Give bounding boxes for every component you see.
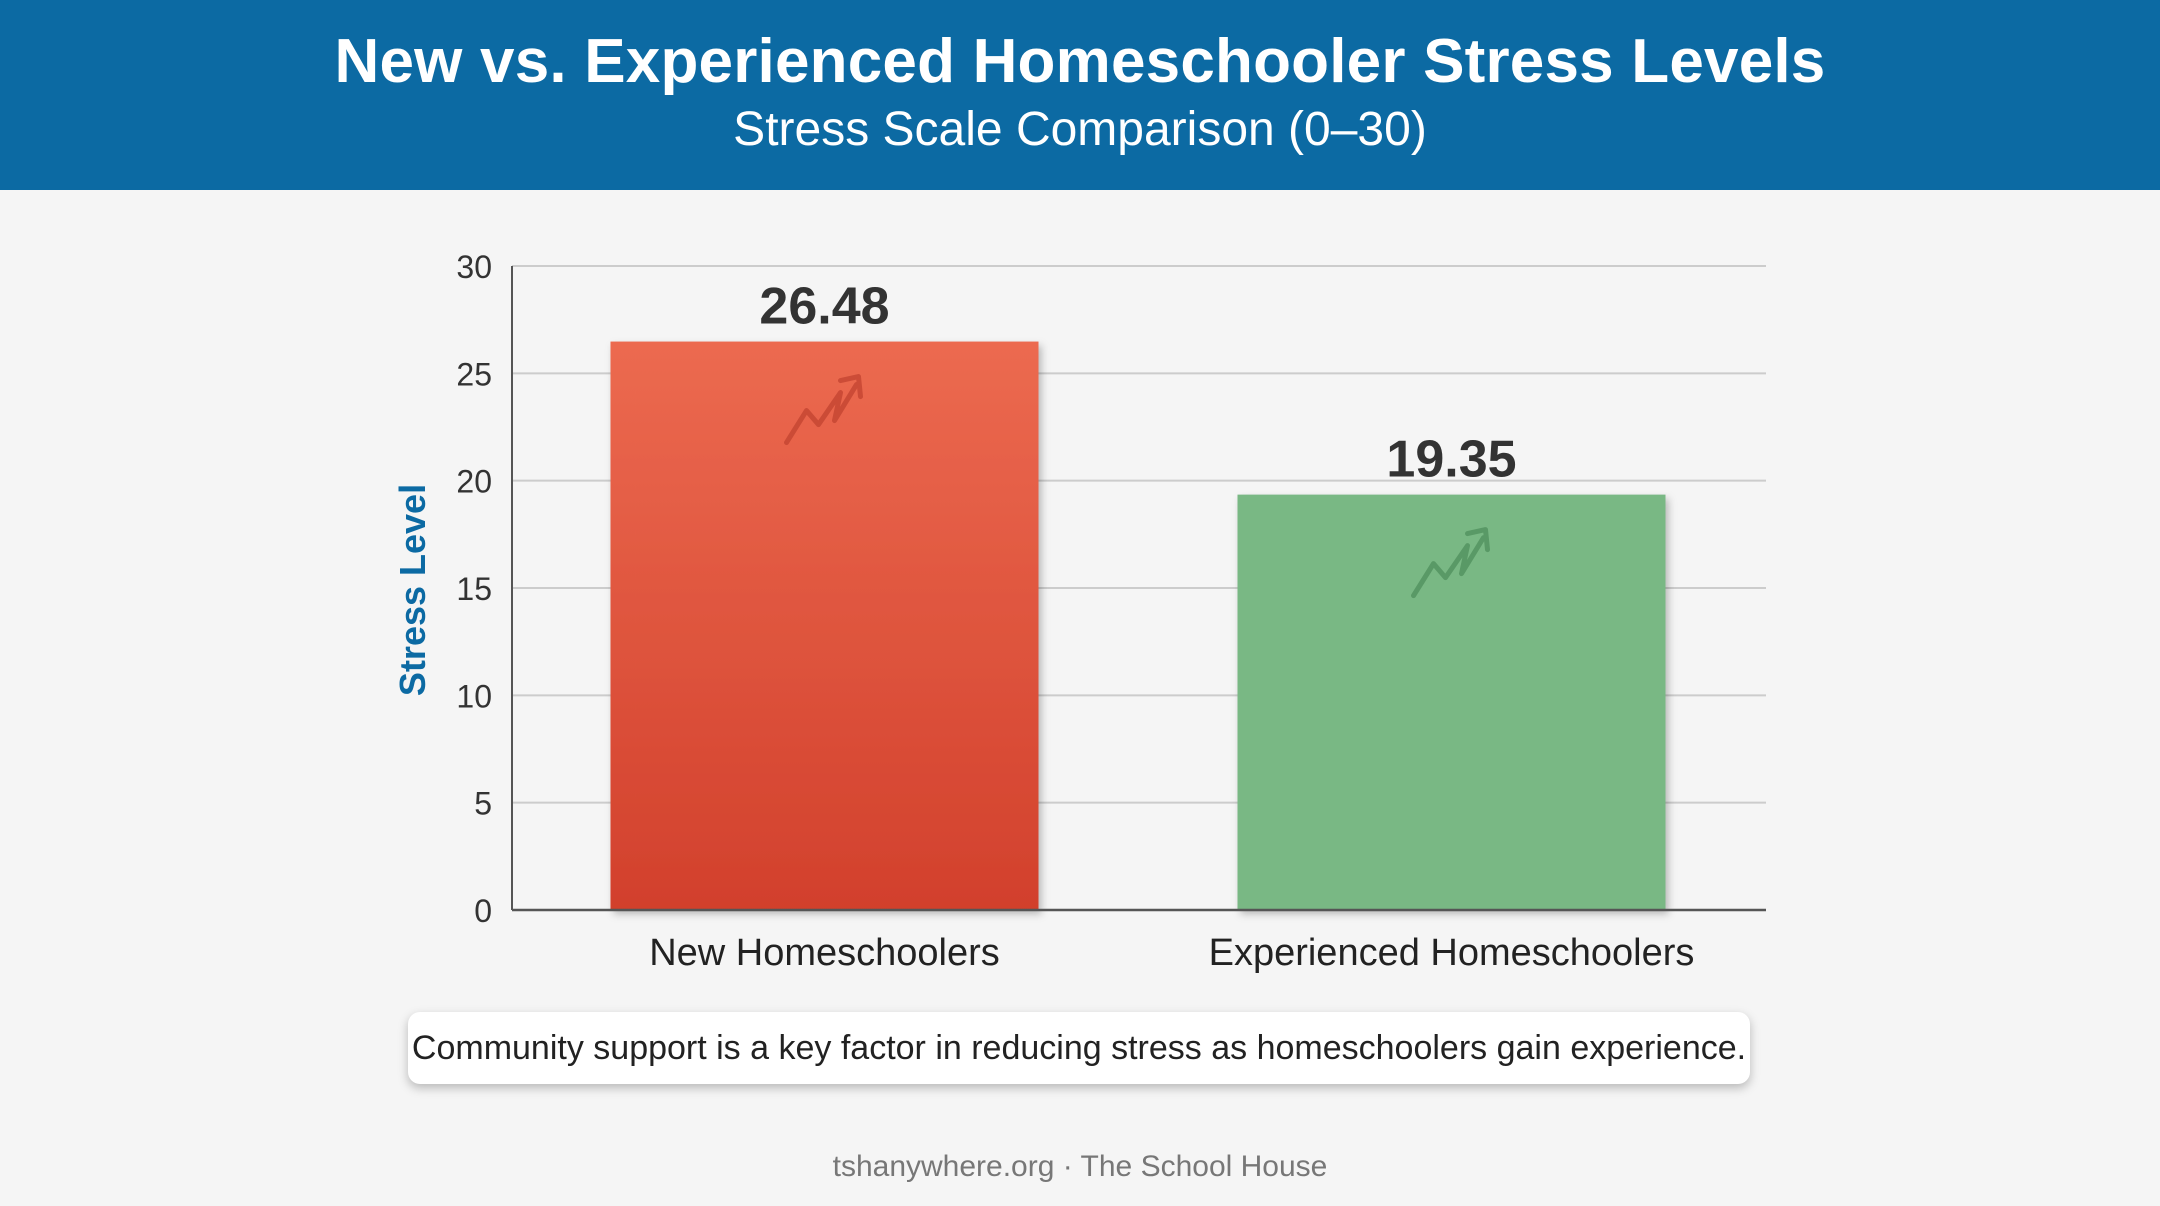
bar-new bbox=[610, 341, 1039, 911]
bar-experienced bbox=[1237, 494, 1666, 910]
y-tick-label-20: 20 bbox=[456, 464, 492, 500]
y-tick-label-15: 15 bbox=[456, 571, 492, 607]
y-tick-label-10: 10 bbox=[456, 678, 492, 714]
chart-header: New vs. Experienced Homeschooler Stress … bbox=[0, 0, 2160, 190]
chart-title: New vs. Experienced Homeschooler Stress … bbox=[334, 27, 1826, 96]
x-category-label-experienced: Experienced Homeschoolers bbox=[1209, 932, 1695, 974]
value-label-experienced: 19.35 bbox=[1386, 431, 1516, 489]
axes: 0 5 10 15 20 25 30 New Homeschoolers Experienced… bbox=[456, 249, 1766, 974]
y-tick-label-30: 30 bbox=[456, 249, 492, 285]
x-category-label-new: New Homeschoolers bbox=[649, 932, 1000, 974]
footer-credit: tshanywhere.org · The School House bbox=[832, 1150, 1328, 1183]
y-axis-label: Stress Level bbox=[392, 484, 433, 696]
bars: 26.48 19.35 bbox=[610, 278, 1666, 911]
trending-up-icon bbox=[1411, 527, 1490, 599]
value-label-new: 26.48 bbox=[759, 278, 889, 336]
trending-up-icon bbox=[784, 374, 863, 446]
note-callout: Community support is a key factor in red… bbox=[408, 1012, 1750, 1084]
chart-subtitle: Stress Scale Comparison (0–30) bbox=[733, 103, 1427, 156]
y-tick-label-0: 0 bbox=[474, 893, 492, 929]
y-tick-label-25: 25 bbox=[456, 356, 492, 392]
y-tick-label-5: 5 bbox=[474, 786, 492, 822]
